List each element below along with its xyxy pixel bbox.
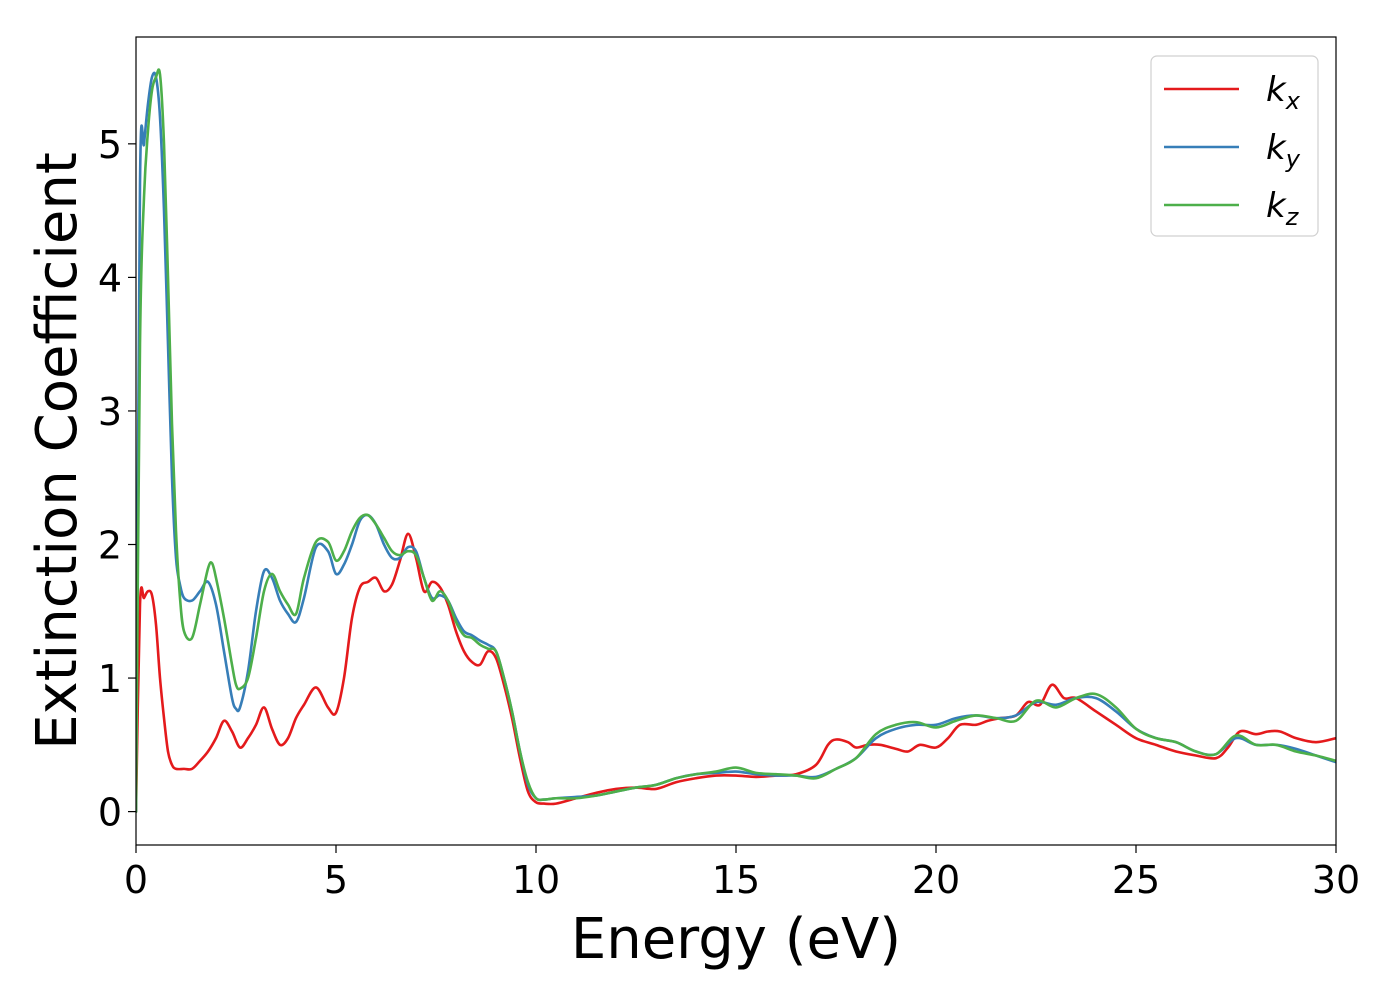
legend-label-ky: ky xyxy=(1266,128,1301,173)
series-line-kz xyxy=(136,68,1336,813)
x-tick-label: 0 xyxy=(124,858,148,902)
series-layer xyxy=(136,68,1336,813)
y-tick-label: 2 xyxy=(98,524,122,568)
y-tick-label: 3 xyxy=(98,390,122,434)
y-tick-label: 1 xyxy=(98,657,122,701)
x-axis-ticks: 0 5 10 15 20 25 30 xyxy=(124,845,1360,902)
x-axis-title: Energy (eV) xyxy=(571,907,901,972)
y-axis-ticks: 0 1 2 3 4 5 xyxy=(98,123,136,835)
y-tick-label: 5 xyxy=(98,123,122,167)
series-line-kx xyxy=(136,532,1336,813)
y-axis-title: Extinction Coefficient xyxy=(25,152,90,750)
x-tick-label: 10 xyxy=(512,858,560,902)
x-tick-label: 15 xyxy=(712,858,760,902)
x-tick-label: 5 xyxy=(324,858,348,902)
legend-label-kx: kx xyxy=(1266,70,1301,115)
legend: kx ky kz xyxy=(1150,55,1319,237)
x-tick-label: 20 xyxy=(912,858,960,902)
x-tick-label: 30 xyxy=(1312,858,1360,902)
x-tick-label: 25 xyxy=(1112,858,1160,902)
y-tick-label: 4 xyxy=(98,256,122,300)
y-tick-label: 0 xyxy=(98,791,122,835)
legend-label-kz: kz xyxy=(1266,186,1300,231)
